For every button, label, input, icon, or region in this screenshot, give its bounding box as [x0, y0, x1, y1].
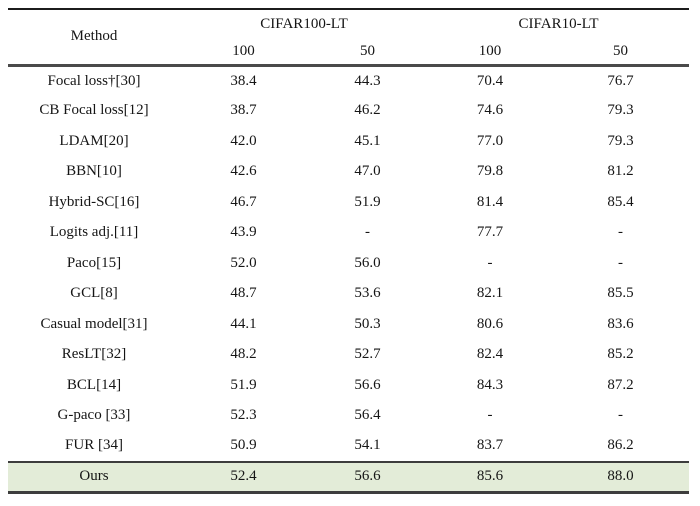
value-cell-cifar100lt-50: 56.0	[354, 254, 381, 271]
method-cell: GCL[8]	[70, 285, 118, 302]
value-cell-cifar10lt-50: 85.4	[607, 193, 634, 210]
header-sub-row: 100 50 100 50	[8, 39, 689, 65]
value-cell-cifar100lt-50: -	[365, 224, 370, 241]
value-cell-cifar10lt-100: 79.8	[476, 163, 504, 180]
value-cell-cifar10lt-100: 84.3	[476, 376, 504, 393]
value-cell-cifar10lt-100: 77.7	[476, 224, 504, 241]
value-cell-cifar10lt-50: 81.2	[607, 163, 634, 180]
value-cell-cifar10lt-100: 85.6	[476, 468, 504, 485]
table-row-ours-highlighted: Ours 52.4 56.6 85.6 88.0	[8, 461, 690, 493]
value-cell-cifar10lt-50: 85.2	[607, 346, 634, 363]
table-row: ResLT[32] 48.2 52.7 82.4 85.2	[8, 340, 689, 371]
value-cell-cifar100lt-100: 46.7	[230, 193, 257, 210]
value-cell-cifar100lt-100: 42.6	[230, 163, 257, 180]
method-cell: CB Focal loss[12]	[39, 102, 149, 119]
col-header-method: Method	[70, 28, 118, 45]
value-cell-cifar10lt-50: -	[618, 407, 624, 424]
table-row: FUR [34] 50.9 54.1 83.7 86.2	[8, 431, 689, 462]
value-cell-cifar100lt-50: 56.6	[354, 468, 381, 485]
value-cell-cifar100lt-50: 54.1	[354, 437, 381, 454]
method-cell: Casual model[31]	[40, 315, 148, 332]
method-cell: Ours	[79, 468, 109, 485]
value-cell-cifar100lt-50: 50.3	[354, 315, 381, 332]
value-cell-cifar100lt-100: 43.9	[230, 224, 257, 241]
table-row: LDAM[20] 42.0 45.1 77.0 79.3	[8, 126, 689, 157]
value-cell-cifar10lt-50: 88.0	[607, 468, 634, 485]
method-cell: Hybrid-SC[16]	[48, 193, 140, 210]
method-cell: Focal loss†[30]	[47, 72, 141, 89]
value-cell-cifar100lt-100: 51.9	[230, 376, 257, 393]
table-row: BCL[14] 51.9 56.6 84.3 87.2	[8, 370, 689, 401]
header-group-row: Method CIFAR100-LT CIFAR10-LT	[8, 9, 689, 44]
method-cell: Logits adj.[11]	[49, 224, 139, 241]
value-cell-cifar10lt-100: -	[487, 407, 493, 424]
table-row: Casual model[31] 44.1 50.3 80.6 83.6	[8, 309, 689, 340]
value-cell-cifar100lt-50: 45.1	[354, 132, 381, 149]
value-cell-cifar100lt-100: 42.0	[230, 132, 257, 149]
value-cell-cifar100lt-50: 51.9	[354, 193, 381, 210]
value-cell-cifar10lt-100: 82.4	[476, 346, 504, 363]
value-cell-cifar100lt-50: 46.2	[354, 102, 381, 119]
value-cell-cifar10lt-50: -	[618, 254, 624, 271]
value-cell-cifar100lt-50: 52.7	[354, 346, 381, 363]
value-cell-cifar100lt-100: 50.9	[230, 437, 257, 454]
col-header-cifar100lt-100: 100	[232, 42, 255, 59]
value-cell-cifar100lt-100: 52.0	[230, 254, 257, 271]
value-cell-cifar10lt-50: 76.7	[607, 72, 634, 89]
method-cell: BBN[10]	[66, 163, 122, 180]
value-cell-cifar10lt-50: 85.5	[607, 285, 634, 302]
col-header-cifar10lt-50: 50	[613, 42, 629, 59]
method-cell: G-paco [33]	[57, 407, 131, 424]
value-cell-cifar10lt-100: 83.7	[476, 437, 504, 454]
results-table: Method CIFAR100-LT CIFAR10-LT 100 50 100…	[8, 8, 690, 494]
table-header: Method CIFAR100-LT CIFAR10-LT 100 50 100…	[8, 9, 690, 65]
col-header-cifar100lt: CIFAR100-LT	[260, 16, 348, 32]
value-cell-cifar100lt-100: 48.2	[230, 346, 257, 363]
value-cell-cifar10lt-50: 87.2	[607, 376, 634, 393]
col-header-cifar10lt: CIFAR10-LT	[518, 16, 599, 32]
value-cell-cifar100lt-100: 52.4	[230, 468, 257, 485]
method-cell: LDAM[20]	[59, 132, 129, 149]
results-table-container: Method CIFAR100-LT CIFAR10-LT 100 50 100…	[8, 8, 690, 494]
col-header-cifar100lt-50: 50	[360, 42, 375, 59]
value-cell-cifar10lt-100: 77.0	[476, 132, 504, 149]
method-cell: FUR [34]	[65, 437, 123, 454]
value-cell-cifar10lt-100: 80.6	[476, 315, 504, 332]
value-cell-cifar10lt-100: 74.6	[476, 102, 504, 119]
table-row: G-paco [33] 52.3 56.4 - -	[8, 401, 689, 432]
table-row: GCL[8] 48.7 53.6 82.1 85.5	[8, 279, 689, 310]
table-row: BBN[10] 42.6 47.0 79.8 81.2	[8, 157, 689, 188]
value-cell-cifar100lt-100: 38.4	[230, 72, 257, 89]
value-cell-cifar100lt-100: 52.3	[230, 407, 257, 424]
value-cell-cifar100lt-50: 56.4	[354, 407, 381, 424]
value-cell-cifar10lt-50: -	[618, 224, 624, 241]
table-body: Focal loss†[30] 38.4 44.3 70.4 76.7 CB F…	[8, 65, 690, 493]
method-cell: ResLT[32]	[61, 346, 127, 363]
method-cell: BCL[14]	[66, 376, 122, 393]
table-row: Hybrid-SC[16] 46.7 51.9 81.4 85.4	[8, 187, 689, 218]
value-cell-cifar100lt-100: 48.7	[230, 285, 257, 302]
value-cell-cifar10lt-100: 81.4	[476, 193, 504, 210]
value-cell-cifar100lt-100: 44.1	[230, 315, 257, 332]
table-row: CB Focal loss[12] 38.7 46.2 74.6 79.3	[8, 96, 689, 127]
col-header-cifar10lt-100: 100	[478, 42, 502, 59]
table-row: Paco[15] 52.0 56.0 - -	[8, 248, 689, 279]
value-cell-cifar100lt-50: 53.6	[354, 285, 381, 302]
value-cell-cifar100lt-50: 44.3	[354, 72, 381, 89]
value-cell-cifar10lt-50: 79.3	[607, 102, 634, 119]
value-cell-cifar10lt-100: -	[487, 254, 493, 271]
value-cell-cifar10lt-50: 86.2	[607, 437, 634, 454]
value-cell-cifar100lt-50: 56.6	[354, 376, 381, 393]
value-cell-cifar10lt-100: 70.4	[476, 72, 504, 89]
method-cell: Paco[15]	[66, 254, 122, 271]
value-cell-cifar10lt-100: 82.1	[476, 285, 504, 302]
table-row: Logits adj.[11] 43.9 - 77.7 -	[8, 218, 689, 249]
value-cell-cifar100lt-50: 47.0	[354, 163, 381, 180]
value-cell-cifar10lt-50: 83.6	[607, 315, 634, 332]
value-cell-cifar10lt-50: 79.3	[607, 132, 634, 149]
table-row: Focal loss†[30] 38.4 44.3 70.4 76.7	[8, 65, 689, 96]
value-cell-cifar100lt-100: 38.7	[230, 102, 257, 119]
